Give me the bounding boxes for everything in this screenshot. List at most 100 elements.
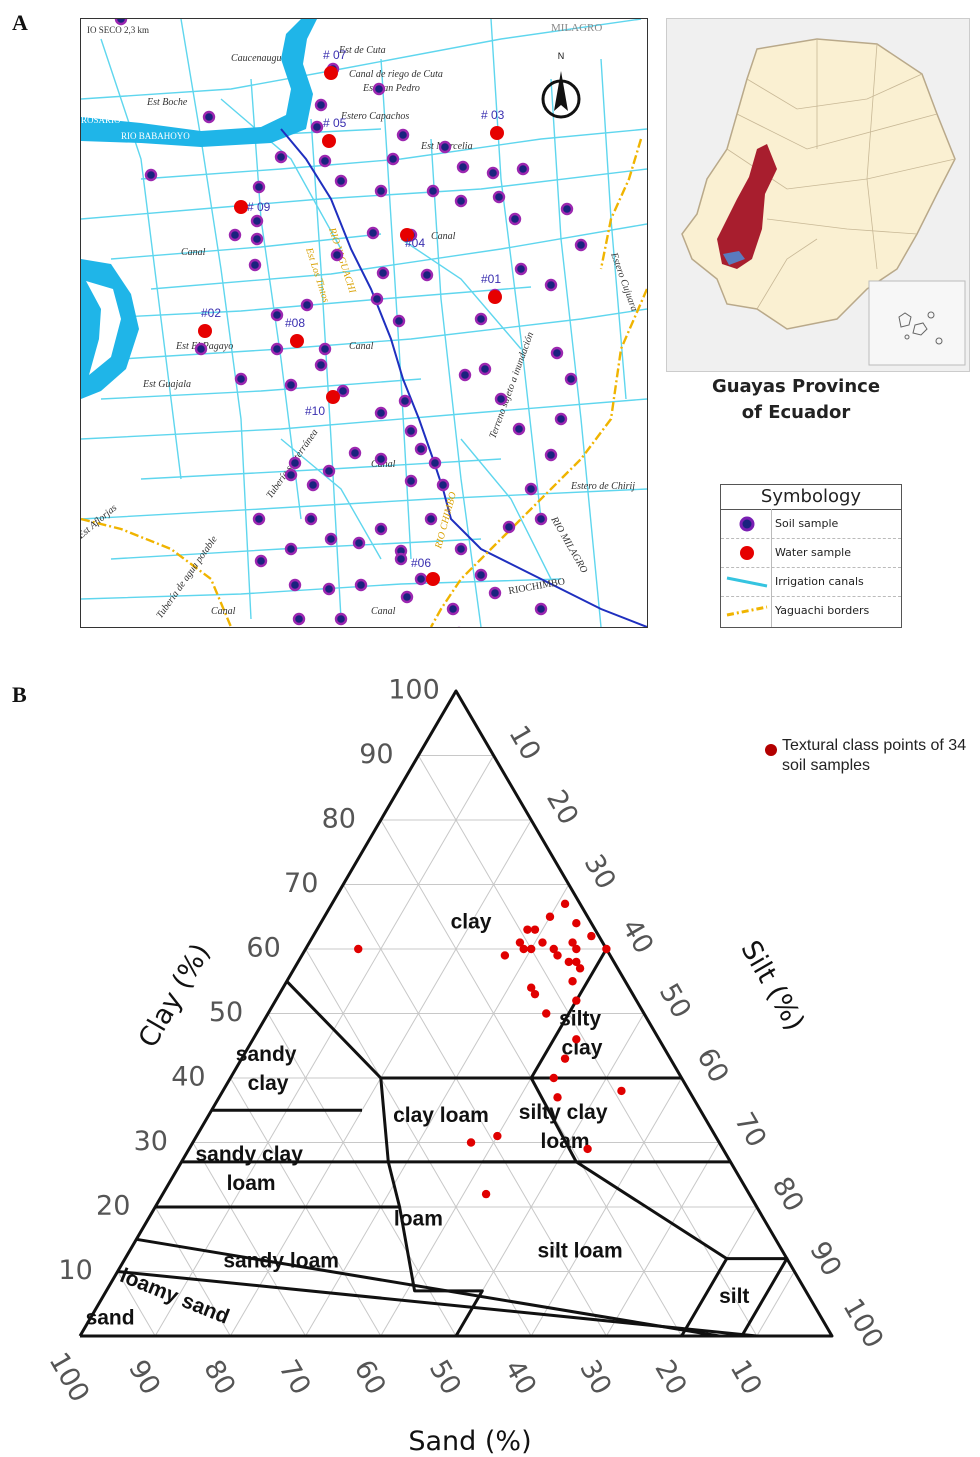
soil-sample-marker [270, 308, 284, 322]
canal-label-1: Canal [181, 247, 206, 258]
panel-letter-b: B [12, 682, 27, 707]
ecuador-locator-svg [667, 19, 969, 371]
soil-sample-marker [334, 174, 348, 188]
est-aflorjas-label: Est Aflorjas [81, 502, 119, 542]
sample-point [572, 1035, 581, 1044]
sample-points [354, 899, 626, 1199]
soil-sample-marker [354, 578, 368, 592]
milagro-label: MILAGRO [551, 22, 602, 34]
estero-capachos-label: Estero Capachos [340, 111, 409, 122]
sample-point [572, 996, 581, 1005]
clay-tick-label: 100 [388, 675, 440, 706]
sample-point [481, 1189, 491, 1199]
soil-sample-marker [512, 422, 526, 436]
soil-sample-marker [564, 372, 578, 386]
water-sample-label: # 05 [323, 116, 347, 130]
yaguachi-border-east [429, 288, 647, 627]
sample-point [466, 1138, 476, 1147]
soil-sample-marker [348, 446, 362, 460]
texture-class-label: clay [248, 1072, 289, 1095]
grid-line [342, 884, 607, 1337]
rio-babahoyo-label: RIO BABAHOYO [121, 131, 190, 141]
silt-tick-label: 100 [837, 1293, 890, 1353]
silty-clay-boundary [529, 948, 608, 1079]
silt-tick-label: 10 [502, 720, 546, 765]
caucenaugu-label: Caucenaugu [231, 53, 282, 64]
soil-sample-marker [486, 166, 500, 180]
soil-sample-marker [478, 362, 492, 376]
legend-title: Symbology [721, 485, 901, 510]
soil-sample-marker [324, 532, 338, 546]
sample-point [575, 964, 585, 973]
canal-riego-label: Canal de riego de Cuta [349, 69, 443, 80]
soil-sample-marker [502, 520, 516, 534]
loamy-sand-upper [136, 1237, 720, 1338]
water-sample-marker [324, 66, 338, 80]
texture-class-label: silty clay [519, 1101, 608, 1124]
soil-sample-marker [306, 478, 320, 492]
water-sample-marker [490, 126, 504, 140]
soil-sample-marker [370, 292, 384, 306]
ecuador-province-borders [726, 39, 956, 310]
texture-class-boundaries [78, 689, 834, 1338]
symbology-legend: Symbology Soil sample Water sample Irrig… [720, 484, 902, 628]
legend-row-borders: Yaguachi borders [721, 597, 901, 625]
soil-sample-marker [544, 448, 558, 462]
guayas-gulf-shape [723, 251, 745, 265]
texture-class-label: sandy [236, 1043, 297, 1066]
soil-sample-marker [426, 184, 440, 198]
soil-sample-marker [288, 456, 302, 470]
sand-tick-label: 30 [573, 1355, 617, 1400]
est-guajala-label: Est Guajala [142, 379, 191, 390]
sand-tick-label: 80 [197, 1355, 241, 1400]
sample-point [500, 951, 510, 960]
legend-label-borders: Yaguachi borders [775, 604, 870, 617]
soil-sample-marker [550, 346, 564, 360]
rio-yaguachi-line [280, 128, 647, 627]
texture-class-label: clay [562, 1037, 603, 1060]
water-sample-marker [400, 228, 414, 242]
soil-sample-marker [374, 406, 388, 420]
panel-b: B 10 20 30 40 50 60 70 80 90 100 10 20 30 40 50 60 70 80 9… [0, 660, 980, 1457]
river-island-shape [86, 281, 121, 375]
sand-tick-label: 60 [348, 1355, 392, 1400]
water-sample-label: #02 [201, 306, 221, 320]
soil-sample-marker [420, 268, 434, 282]
soil-sample-marker [318, 154, 332, 168]
soil-sample-marker [144, 168, 158, 182]
soil-sample-marker [516, 162, 530, 176]
water-sample-marker [198, 324, 212, 338]
sample-point [617, 1086, 626, 1096]
soil-sample-marker [438, 140, 452, 154]
soil-sample-marker [336, 384, 350, 398]
panel-a: A [0, 0, 980, 640]
irrigation-canal-icon [726, 576, 768, 588]
sand-tick-label: 20 [648, 1355, 692, 1400]
soil-sample-marker [274, 150, 288, 164]
grid-line [305, 884, 570, 1337]
sample-point [354, 944, 363, 954]
soil-sample-marker [488, 586, 502, 600]
soil-sample-marker [428, 456, 442, 470]
soil-sample-marker [366, 226, 380, 240]
soil-sample-markers [114, 19, 588, 627]
sample-point [538, 938, 547, 947]
sample-point [530, 925, 540, 934]
sample-point [549, 1073, 558, 1083]
terreno-label: Terreno sujeto a inundación [487, 331, 536, 440]
sample-point [602, 944, 611, 954]
water-sample-marker [322, 134, 336, 148]
sand-tick-label: 100 [43, 1347, 96, 1407]
soil-sample-marker [492, 190, 506, 204]
texture-class-label: clay [451, 911, 492, 934]
texture-class-label: clay loam [393, 1104, 489, 1127]
soil-sample-marker [534, 602, 548, 616]
soil-sample-marker [310, 120, 324, 134]
canal-label-2: Canal [349, 341, 374, 352]
water-sample-label: #10 [305, 404, 325, 418]
province-caption: Guayas Province of Ecuador [676, 374, 916, 426]
sample-point [572, 944, 581, 954]
soil-sample-marker [574, 238, 588, 252]
sand-tick-label: 50 [423, 1355, 467, 1400]
water-sample-marker [488, 290, 502, 304]
